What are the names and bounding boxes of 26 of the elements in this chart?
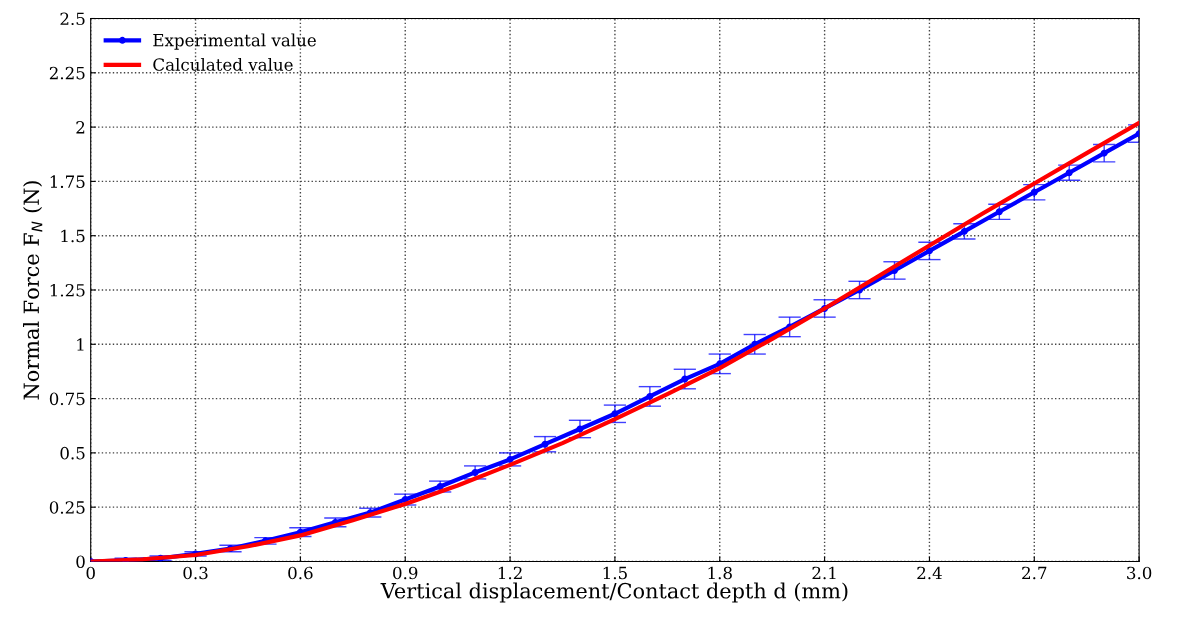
x-tick-label: 2.7 [1022,566,1047,580]
x-tick-label: 1.2 [498,566,522,580]
y-tick-label: 0.5 [60,446,85,460]
x-tick-label: 3.0 [1127,566,1152,580]
x-tick-label: 0.3 [183,566,208,580]
y-tick-label: 2 [76,121,85,134]
y-tick-label: 1.75 [50,175,85,188]
y-tick-label: 1 [77,338,84,351]
y-axis-title: Normal Force F$_{N}$ (N) [23,181,43,400]
y-tick-label: 0 [76,555,85,569]
x-tick-label: 0 [86,566,95,580]
y-tick-label: 0.25 [49,501,85,514]
legend-label: Calculated value [153,57,293,71]
x-tick-label: 0.9 [393,566,418,580]
y-tick-label: 1.25 [50,283,85,297]
x-tick-label: 2.4 [917,566,942,580]
x-tick-label: 1.8 [708,566,732,580]
y-tick-label: 1.5 [61,229,85,243]
y-tick-label: 2.25 [49,66,85,80]
x-tick-label: 1.5 [603,566,627,580]
x-axis-title: Vertical displacement/Contact depth d (mm) [380,582,848,603]
x-tick-label: 0.6 [288,566,313,580]
legend-label: Experimental value [153,33,316,50]
y-tick-label: 2.5 [60,12,85,26]
x-tick-label: 2.1 [812,566,836,580]
y-tick-label: 0.75 [49,392,85,406]
